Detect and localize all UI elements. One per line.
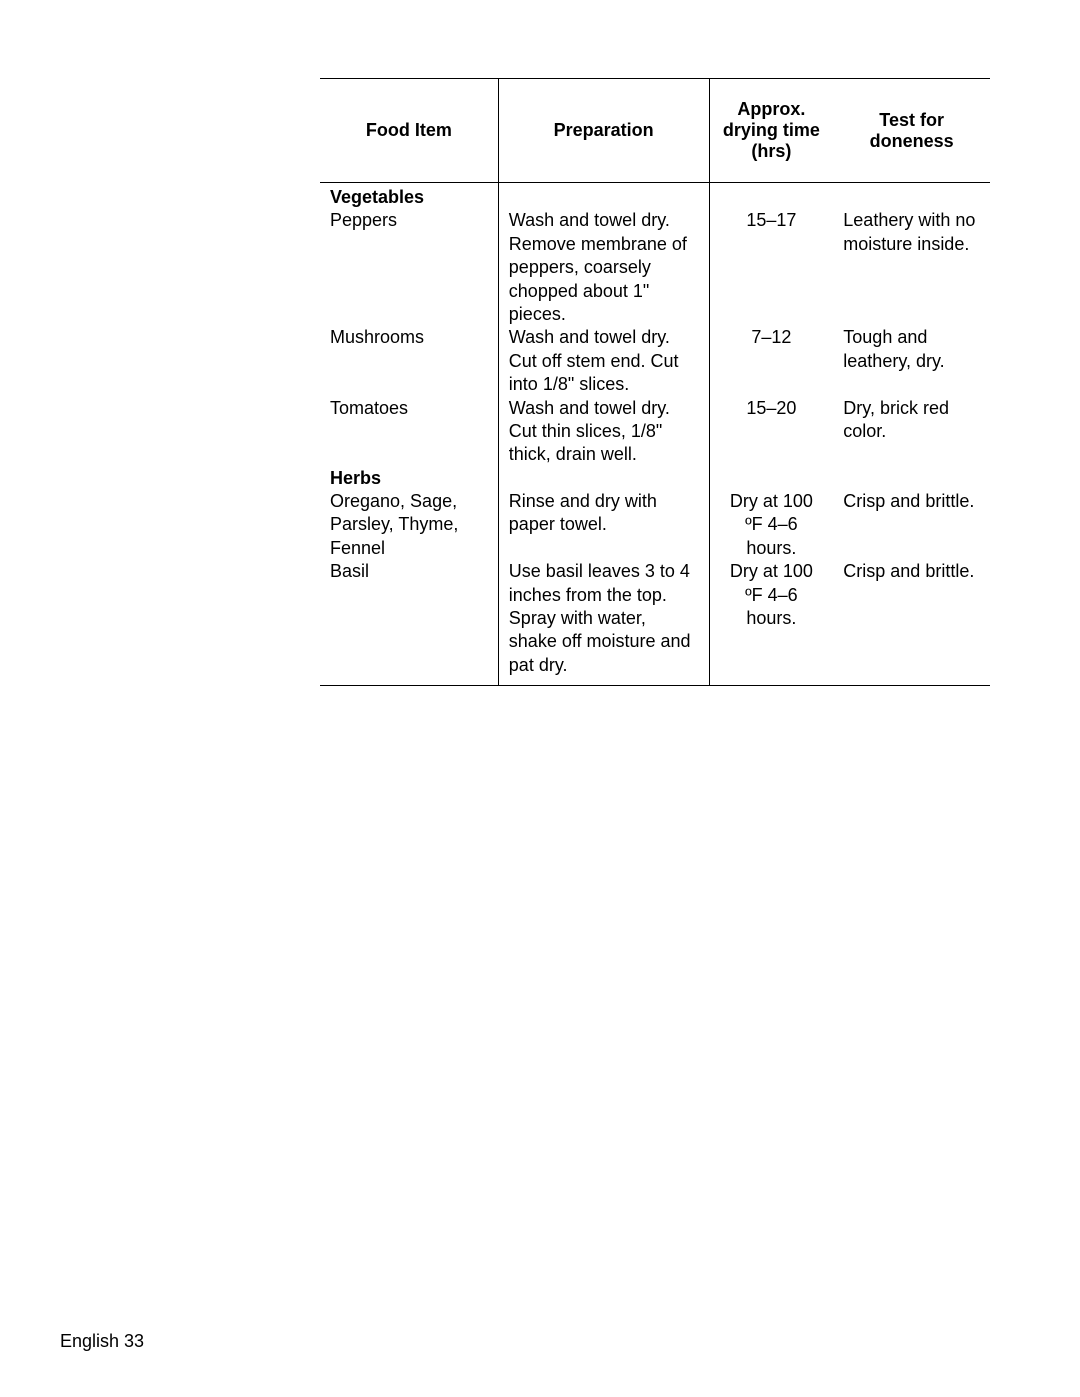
cell-test: Tough and leathery, dry. (833, 326, 990, 396)
cell-test: Crisp and brittle. (833, 560, 990, 685)
section-row-herbs: Herbs (320, 467, 990, 490)
cell-test: Dry, brick red color. (833, 397, 990, 467)
section-row-vegetables: Vegetables (320, 186, 990, 209)
drying-table: Food Item Preparation Approx. drying tim… (320, 78, 990, 686)
cell-prep: Wash and towel dry. Cut off stem end. Cu… (498, 326, 709, 396)
cell-prep: Rinse and dry with paper towel. (498, 490, 709, 560)
cell-food: Mushrooms (320, 326, 498, 396)
cell-prep: Wash and towel dry. Cut thin slices, 1/8… (498, 397, 709, 467)
cell-time: Dry at 100 ºF 4–6 hours. (709, 560, 833, 685)
cell-food: Tomatoes (320, 397, 498, 467)
page-container: Food Item Preparation Approx. drying tim… (0, 0, 1080, 736)
header-drying-time: Approx. drying time (hrs) (709, 79, 833, 183)
cell-test: Crisp and brittle. (833, 490, 990, 560)
cell-test: Leathery with no moisture inside. (833, 209, 990, 326)
cell-prep: Use basil leaves 3 to 4 inches from the … (498, 560, 709, 685)
cell-time: Dry at 100 ºF 4–6 hours. (709, 490, 833, 560)
page-footer: English 33 (60, 1331, 144, 1352)
table-row: Mushrooms Wash and towel dry. Cut off st… (320, 326, 990, 396)
cell-time: 7–12 (709, 326, 833, 396)
cell-time: 15–20 (709, 397, 833, 467)
cell-prep: Wash and towel dry. Remove membrane of p… (498, 209, 709, 326)
cell-food: Peppers (320, 209, 498, 326)
table-header-row: Food Item Preparation Approx. drying tim… (320, 79, 990, 183)
header-doneness: Test for doneness (833, 79, 990, 183)
table-row: Tomatoes Wash and towel dry. Cut thin sl… (320, 397, 990, 467)
table-row: Peppers Wash and towel dry. Remove membr… (320, 209, 990, 326)
section-title-herbs: Herbs (320, 467, 498, 490)
cell-food: Oregano, Sage, Parsley, Thyme, Fennel (320, 490, 498, 560)
cell-time: 15–17 (709, 209, 833, 326)
header-preparation: Preparation (498, 79, 709, 183)
cell-food: Basil (320, 560, 498, 685)
table-row: Oregano, Sage, Parsley, Thyme, Fennel Ri… (320, 490, 990, 560)
section-title-vegetables: Vegetables (320, 186, 498, 209)
table-row: Basil Use basil leaves 3 to 4 inches fro… (320, 560, 990, 685)
header-food-item: Food Item (320, 79, 498, 183)
